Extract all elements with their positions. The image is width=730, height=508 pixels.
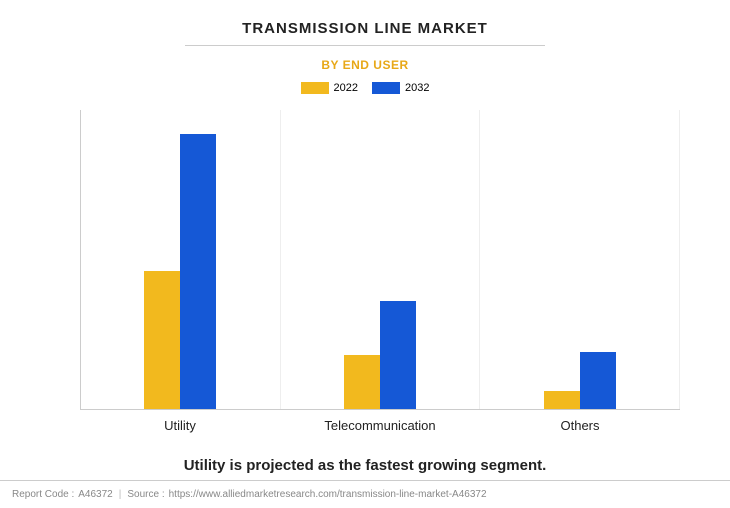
title-underline [185,45,545,46]
footer: Report Code : A46372 | Source : https://… [0,480,730,508]
legend-label: 2022 [334,82,358,94]
legend-swatch [301,82,329,94]
legend-item-2032: 2032 [372,82,429,94]
x-label: Telecommunication [280,418,480,433]
category-others [480,110,680,409]
chart-subtitle: BY END USER [30,58,700,72]
legend-item-2022: 2022 [301,82,358,94]
legend-label: 2032 [405,82,429,94]
bar-2022-utility [144,271,180,409]
footer-separator: | [119,489,122,500]
report-code-label: Report Code : [12,489,74,500]
chart-title: TRANSMISSION LINE MARKET [30,20,700,45]
chart-plot-area [80,110,680,410]
x-label: Utility [80,418,280,433]
category-telecommunication [281,110,481,409]
chart-caption: Utility is projected as the fastest grow… [30,457,700,474]
source-label: Source : [127,489,164,500]
legend-swatch [372,82,400,94]
bar-2032-utility [180,134,216,409]
bar-2022-telecom [344,355,380,409]
x-label: Others [480,418,680,433]
bar-2032-telecom [380,301,416,409]
report-code: A46372 [78,489,112,500]
chart-legend: 2022 2032 [30,82,700,94]
source-url: https://www.alliedmarketresearch.com/tra… [169,489,487,500]
bar-2022-others [544,391,580,409]
category-utility [81,110,281,409]
x-axis-labels: Utility Telecommunication Others [80,418,680,433]
bar-2032-others [580,352,616,409]
